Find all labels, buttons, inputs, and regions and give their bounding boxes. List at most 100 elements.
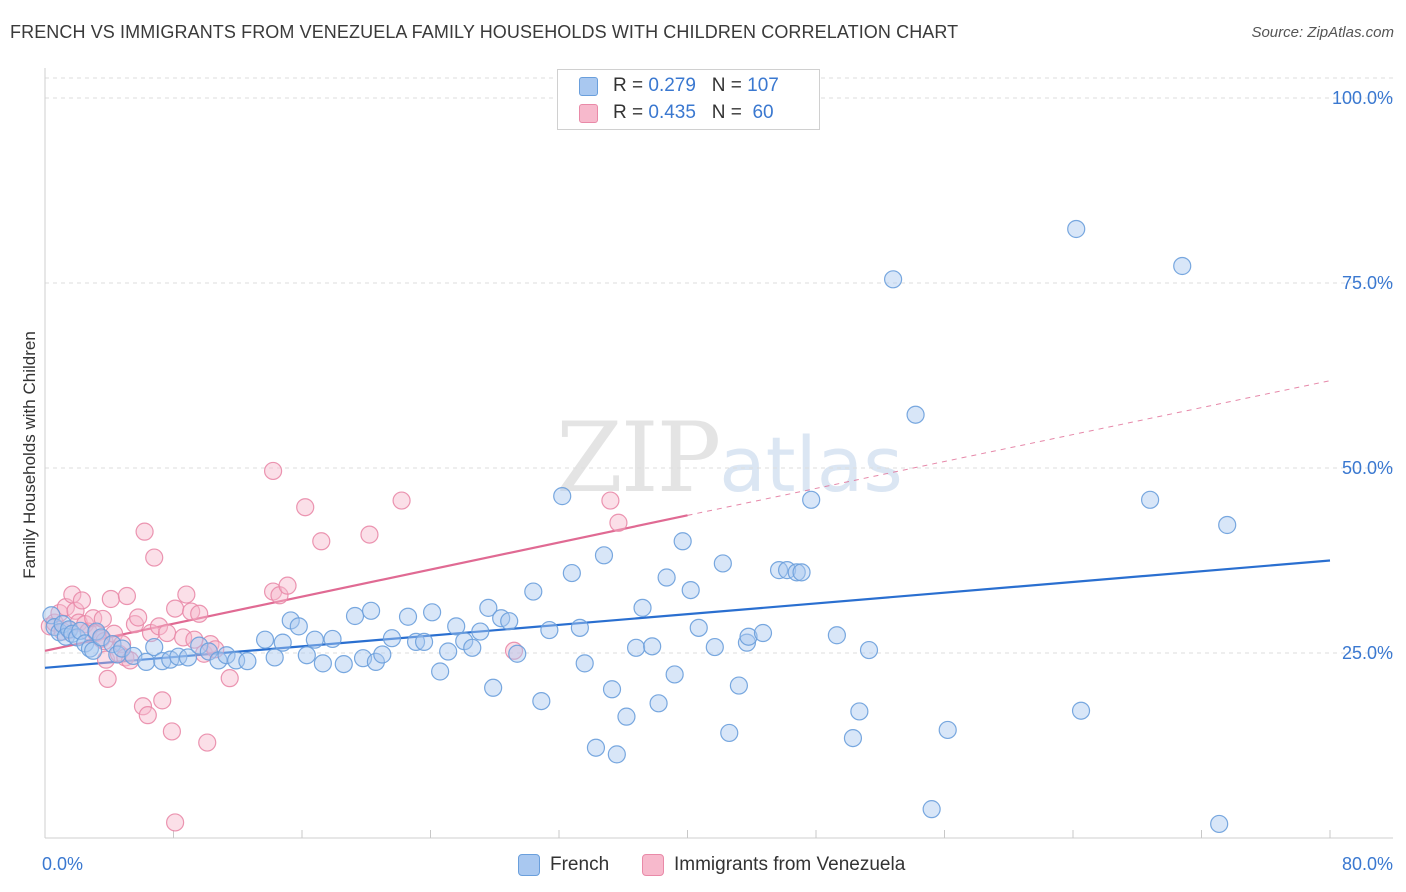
french-point-65: [562, 563, 581, 583]
french-point-12: [87, 622, 106, 641]
x-tick-label-max: 80.0%: [1342, 854, 1393, 874]
french-point-67: [575, 654, 594, 673]
french-point-31: [265, 648, 284, 667]
source-label: Source: ZipAtlas.com: [1251, 24, 1394, 41]
french-point-52: [447, 617, 466, 636]
y-tick-label-75: 75.0%: [1342, 273, 1393, 293]
french-n-value: 107: [747, 75, 779, 96]
french-point-104: [1140, 490, 1160, 509]
venezuela-point-49: [263, 461, 283, 481]
venezuela-r-value: 0.435: [648, 102, 696, 123]
venezuela-n-value: 60: [747, 102, 774, 123]
french-r-label: R =: [613, 75, 644, 96]
french-point-16: [112, 639, 132, 658]
venezuela-point-9: [72, 591, 92, 610]
venezuela-point-27: [129, 608, 148, 627]
venezuela-point-32: [145, 548, 164, 567]
french-point-54: [463, 638, 482, 657]
trend-lines: [44, 380, 1331, 669]
french-point-101: [938, 720, 957, 740]
french-point-40: [345, 606, 365, 626]
venezuela-point-35: [157, 623, 177, 643]
french-point-27: [217, 646, 236, 665]
french-point-10: [80, 639, 100, 658]
french-trend-line: [44, 559, 1331, 669]
french-point-73: [626, 638, 646, 657]
french-point-42: [361, 601, 381, 620]
french-point-60: [508, 644, 527, 663]
french-point-66: [570, 618, 589, 637]
venezuela-r-label: R =: [613, 102, 644, 123]
venezuela-point-36: [162, 722, 181, 741]
chart-title: FRENCH VS IMMIGRANTS FROM VENEZUELA FAMI…: [10, 22, 959, 42]
french-point-80: [681, 580, 700, 600]
french-point-48: [414, 632, 434, 652]
venezuela-point-56: [392, 491, 411, 510]
french-point-46: [398, 607, 418, 626]
venezuela-point-59: [609, 513, 628, 532]
axes: [44, 68, 1393, 839]
french-point-24: [190, 636, 209, 655]
french-point-87: [739, 627, 758, 646]
french-point-88: [753, 623, 773, 643]
venezuela-point-24: [117, 586, 137, 606]
french-point-44: [373, 645, 392, 664]
french-point-49: [423, 603, 442, 622]
french-point-29: [238, 652, 257, 671]
venezuela-trend-line: [44, 514, 688, 652]
french-point-98: [883, 270, 903, 289]
french-point-37: [313, 654, 332, 673]
data-points: [40, 219, 1237, 834]
french-point-69: [594, 546, 614, 565]
french-point-85: [729, 676, 749, 695]
french-point-74: [633, 598, 652, 617]
venezuela-trend-extension: [687, 380, 1331, 516]
venezuela-point-57: [504, 641, 524, 660]
french-point-30: [255, 630, 275, 649]
french-point-107: [1218, 515, 1237, 535]
venezuela-point-45: [198, 733, 217, 752]
french-point-76: [649, 694, 668, 713]
french-point-83: [713, 554, 732, 573]
french-point-50: [431, 662, 450, 681]
french-point-95: [843, 728, 863, 748]
legend-item-french: French: [518, 852, 609, 878]
venezuela-point-40: [177, 585, 196, 604]
x-tick-label-min: 0.0%: [42, 854, 83, 874]
legend-venezuela-label: Immigrants from Venezuela: [674, 854, 906, 875]
french-point-99: [906, 405, 925, 424]
french-point-38: [323, 629, 342, 649]
venezuela-point-55: [360, 525, 379, 544]
french-point-35: [297, 646, 316, 665]
venezuela-point-58: [601, 491, 620, 510]
french-point-93: [802, 490, 821, 509]
y-tick-label-100: 100.0%: [1332, 88, 1393, 108]
venezuela-point-38: [166, 813, 185, 832]
venezuela-swatch: [579, 103, 598, 123]
venezuela-point-29: [135, 522, 154, 541]
tick-labels: 25.0% 50.0% 75.0% 100.0% 0.0% 80.0%: [42, 88, 1393, 874]
french-point-63: [540, 620, 559, 640]
venezuela-point-22: [112, 635, 132, 654]
french-point-84: [720, 723, 739, 743]
french-point-51: [439, 642, 458, 661]
french-point-91: [787, 563, 806, 582]
french-point-102: [1067, 219, 1086, 239]
stats-legend: R = 0.279 N = 107 R = 0.435 N = 60: [557, 69, 820, 130]
venezuela-point-28: [133, 697, 153, 716]
french-n-label: N =: [711, 75, 742, 96]
french-point-81: [689, 618, 708, 637]
venezuela-point-54: [312, 532, 331, 551]
french-point-56: [479, 598, 498, 617]
venezuela-point-53: [296, 498, 315, 517]
venezuela-point-30: [138, 706, 157, 725]
french-r-value: 0.279: [648, 75, 696, 96]
venezuela-point-12: [84, 609, 103, 628]
venezuela-n-label: N =: [711, 102, 742, 123]
french-point-70: [602, 680, 622, 699]
french-point-36: [305, 630, 324, 649]
venezuela-point-18: [98, 669, 117, 689]
venezuela-point-43: [190, 604, 209, 623]
french-point-64: [553, 487, 572, 506]
venezuela-point-37: [166, 599, 185, 618]
